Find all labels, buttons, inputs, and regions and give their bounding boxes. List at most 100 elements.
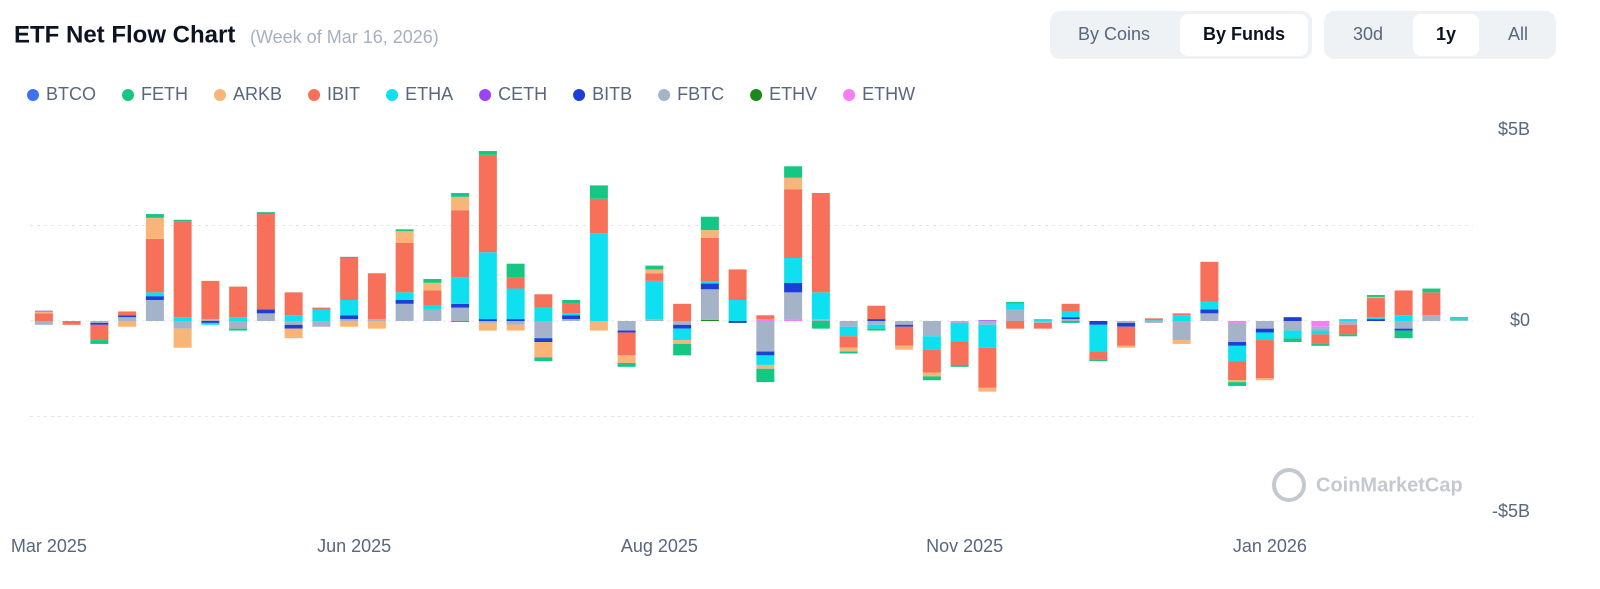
bar-segment <box>784 282 803 293</box>
bar-segment <box>811 321 830 329</box>
x-tick-label: Aug 2025 <box>621 536 698 556</box>
bar-segment <box>478 322 497 331</box>
bar-segment <box>756 351 775 356</box>
legend-marker <box>308 89 321 101</box>
bar-segment <box>1450 317 1469 319</box>
bar-segment <box>229 321 248 329</box>
legend-marker <box>214 89 227 101</box>
bar-segment <box>1366 319 1385 321</box>
bar-segment <box>1006 301 1025 304</box>
bar-segment <box>700 237 719 282</box>
bar-segment <box>1366 295 1385 297</box>
bar-segment <box>839 347 858 352</box>
bar-segment <box>284 324 303 329</box>
by-coins-button[interactable]: By Coins <box>1078 24 1150 44</box>
bar-segment <box>1117 326 1136 346</box>
bar-segment <box>1255 378 1274 381</box>
bar-segment <box>1144 320 1163 321</box>
bar-segment <box>1228 361 1247 381</box>
bar-segment <box>728 269 747 300</box>
range-30d-button[interactable]: 30d <box>1353 24 1383 44</box>
toggle-selected <box>1180 14 1308 56</box>
bar-segment <box>1033 322 1052 329</box>
bar-segment <box>895 324 914 327</box>
bar-segment <box>145 296 164 300</box>
bar-segment <box>451 307 470 321</box>
bar-segment <box>451 193 470 197</box>
bar-segment <box>340 321 359 327</box>
bar-segment <box>1228 322 1247 343</box>
watermark-text: CoinMarketCap <box>1316 474 1463 496</box>
bar-segment <box>756 355 775 365</box>
bar-segment <box>1339 334 1358 337</box>
bar-segment <box>950 322 969 343</box>
bar-segment <box>90 324 109 341</box>
bar-segment <box>506 324 525 331</box>
bar-segment <box>839 351 858 354</box>
bar-segment <box>173 221 192 318</box>
bar-segment <box>562 319 581 321</box>
bar-segment <box>478 151 497 155</box>
bar-segment <box>201 322 220 325</box>
bar-segment <box>700 289 719 320</box>
bar-segment <box>395 229 414 232</box>
bar-segment <box>256 214 275 310</box>
bar-segment <box>1228 342 1247 346</box>
bar-segment <box>756 315 775 320</box>
legend-marker <box>750 89 763 101</box>
bar-segment <box>922 376 941 381</box>
bar-segment <box>562 315 581 320</box>
bar-segment <box>1228 382 1247 386</box>
bar-segment <box>1089 321 1108 325</box>
range-1y-button[interactable]: 1y <box>1436 24 1456 44</box>
bar-segment <box>1061 317 1080 320</box>
bar-segment <box>118 311 137 316</box>
by-funds-button[interactable]: By Funds <box>1203 24 1285 44</box>
legend-label: BTCO <box>46 84 96 104</box>
bar-segment <box>756 368 775 383</box>
bar-segment <box>1255 332 1274 341</box>
legend-label: CETH <box>498 84 547 104</box>
bar-segment <box>617 363 636 367</box>
bar-segment <box>506 288 525 320</box>
bar-segment <box>1172 321 1191 341</box>
bar-segment <box>728 321 747 323</box>
bar-segment <box>1283 338 1302 343</box>
bar-segment <box>700 230 719 238</box>
bar-segment <box>1006 321 1025 329</box>
y-tick-label: $0 <box>1510 310 1530 330</box>
bar-segment <box>1366 298 1385 318</box>
x-tick-label: Jan 2026 <box>1233 536 1307 556</box>
bar-segment <box>201 280 220 320</box>
bar-segment <box>118 315 137 318</box>
bar-segment <box>1255 321 1274 329</box>
legend-label: ARKB <box>233 84 282 104</box>
bar-segment <box>367 321 386 329</box>
bar-segment <box>700 281 719 284</box>
bar-segment <box>867 328 886 331</box>
bar-segment <box>1117 321 1136 323</box>
bar-segment <box>173 328 192 348</box>
range-all-button[interactable]: All <box>1508 24 1528 44</box>
bar-segment <box>1311 343 1330 346</box>
bar-segment <box>340 315 359 320</box>
bar-segment <box>340 256 359 258</box>
bar-segment <box>673 321 692 325</box>
bar-segment <box>1061 321 1080 323</box>
bar-segment <box>673 328 692 341</box>
bar-segment <box>1339 321 1358 325</box>
bar-segment <box>534 338 553 343</box>
bar-segment <box>478 252 497 320</box>
bar-segment <box>256 313 275 321</box>
bar-segment <box>811 193 830 293</box>
bar-segment <box>950 321 969 323</box>
bar-segment <box>645 265 664 270</box>
legend-marker <box>479 89 492 101</box>
bar-segment <box>1422 315 1441 321</box>
bar-segment <box>700 283 719 290</box>
bar-segment <box>395 242 414 293</box>
bar-segment <box>562 299 581 304</box>
legend-marker <box>843 89 856 101</box>
bar-segment <box>256 212 275 215</box>
bar-segment <box>784 177 803 190</box>
